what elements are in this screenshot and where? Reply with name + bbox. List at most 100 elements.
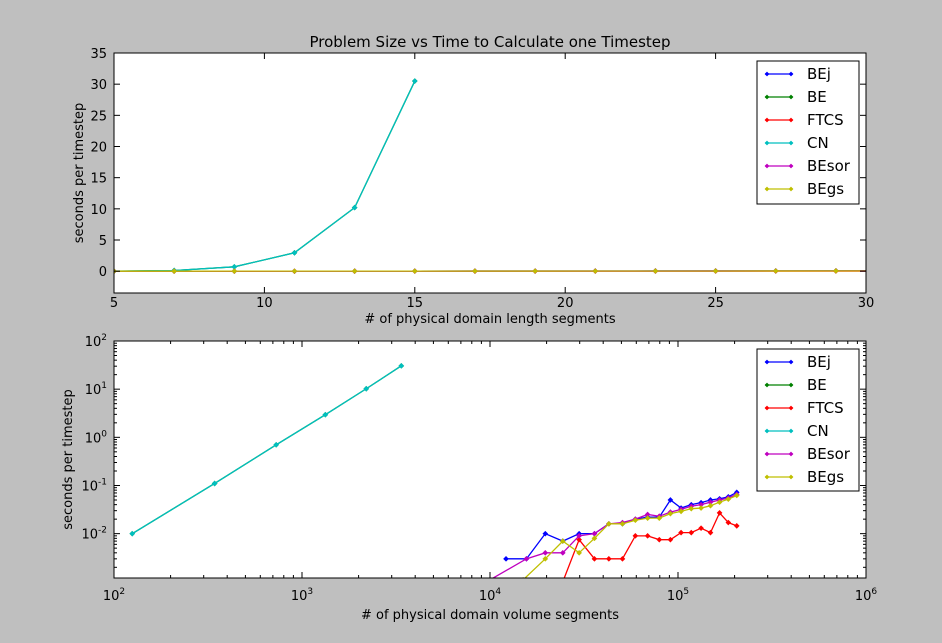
legend-marker (764, 186, 770, 192)
chart-linear: 5 10 15 20 25 30 0 5 10 15 20 25 30 35 Problem Size vs… (72, 33, 899, 327)
legend-marker (764, 140, 770, 146)
legend-label-BEj: BEj (807, 65, 831, 83)
data-point-BEgs (411, 268, 418, 274)
data-point-FTCS (560, 579, 565, 584)
x-tick-label: 5 (110, 296, 118, 311)
data-point-BEgs (894, 268, 899, 273)
data-point-BEgs (833, 268, 839, 274)
data-point-CN (322, 411, 329, 418)
legend-marker (788, 451, 794, 457)
legend-box (756, 348, 860, 492)
data-point-BEgs (632, 517, 639, 524)
data-point-BEgs (667, 510, 674, 517)
data-point-BEgs (351, 268, 358, 274)
legend-marker (764, 117, 770, 123)
x-axis-label: # of physical domain length segments (364, 312, 616, 327)
data-point-FTCS (591, 556, 598, 562)
x-tick-label: 15 (407, 296, 424, 311)
legend-label-BE: BE (807, 88, 827, 106)
data-point-BEgs (591, 535, 598, 542)
data-point-FTCS (576, 536, 582, 543)
y-axis-label: seconds per timestep (61, 389, 76, 530)
x-tick-label: 102 (103, 587, 125, 604)
data-point-BEj (503, 556, 509, 562)
legend-marker (764, 163, 770, 169)
data-point-BEj (542, 530, 549, 537)
x-tick-label: 30 (858, 296, 875, 311)
data-point-BEgs (656, 515, 663, 521)
data-point-BEgs (716, 499, 723, 506)
x-tick-label: 106 (855, 587, 878, 604)
data-point-BEsor (542, 549, 549, 556)
data-point-BEgs (733, 492, 740, 499)
legend-marker (764, 405, 770, 411)
series-group (129, 363, 740, 584)
data-point-FTCS (707, 529, 714, 536)
data-point-BEsor (644, 511, 651, 518)
plot-area (114, 53, 866, 293)
y-tick-label: 5 (99, 234, 107, 249)
data-point-FTCS (656, 536, 663, 543)
series-group (114, 78, 899, 275)
data-point-CN (129, 530, 136, 537)
chart-title: Problem Size vs Time to Calculate one Ti… (309, 33, 670, 51)
data-point-CN (231, 263, 238, 270)
legend-marker (764, 71, 770, 77)
series-line-CN (131, 365, 402, 535)
data-point-FTCS (667, 536, 674, 543)
data-point-BEsor (523, 556, 530, 562)
data-point-BEsor (576, 533, 582, 539)
legend-marker (788, 163, 794, 169)
data-point-BEgs (559, 538, 566, 544)
y-axis-label: seconds per timestep (72, 103, 87, 244)
data-point-FTCS (698, 525, 704, 531)
legend-label-BE: BE (807, 376, 827, 394)
y-tick-label: 10-1 (81, 477, 107, 494)
legend-label-BEsor: BEsor (807, 157, 851, 175)
data-point-BEgs (725, 496, 732, 502)
data-point-BEj (894, 268, 899, 273)
data-point-CN (398, 363, 405, 369)
legend-marker (788, 94, 794, 100)
y-tick-label: 15 (90, 172, 107, 187)
legend-label-FTCS: FTCS (807, 111, 844, 129)
legend-label-BEj: BEj (807, 353, 831, 371)
data-point-BEgs (644, 515, 651, 521)
legend-marker (788, 405, 794, 411)
data-point-BEsor (894, 268, 899, 273)
y-tick-label: 101 (85, 381, 107, 398)
data-point-BEgs (698, 505, 704, 511)
data-point-BEsor (559, 549, 566, 556)
plot-frame (113, 52, 867, 294)
data-point-FTCS (619, 556, 626, 562)
data-point-FTCS (632, 533, 639, 539)
data-point-FTCS (733, 523, 740, 529)
data-point-BEgs (712, 268, 719, 274)
y-tick-label: 10-2 (81, 526, 107, 543)
chart-log: 102 103 104 105 106 10-2 10-1 100 101 102 # of phy… (61, 333, 877, 623)
legend-marker (764, 359, 770, 365)
data-point-CN (363, 385, 370, 392)
legend-marker (764, 428, 770, 434)
x-tick-label: 10 (256, 296, 273, 311)
x-tick-label: 103 (291, 587, 313, 604)
data-point-FTCS (725, 519, 732, 526)
data-point-FTCS (894, 269, 899, 274)
y-tick-label: 30 (90, 78, 107, 93)
data-point-BEgs (291, 268, 298, 274)
y-tick-label: 25 (90, 109, 107, 124)
legend-marker (788, 359, 794, 365)
data-point-BEgs (231, 268, 238, 274)
series-line-FTCS (563, 511, 737, 578)
data-point-BEgs (652, 268, 659, 274)
legend-label-CN: CN (807, 422, 829, 440)
data-point-FTCS (716, 510, 723, 516)
legend-marker (788, 117, 794, 123)
legend-marker (788, 140, 794, 146)
y-tick-label: 20 (90, 141, 107, 156)
data-point-BEsor (591, 530, 598, 537)
data-point-FTCS (644, 533, 651, 539)
legend-marker (764, 94, 770, 100)
legend: BEj BE FTCS CN BEsor BEgs (756, 348, 860, 492)
